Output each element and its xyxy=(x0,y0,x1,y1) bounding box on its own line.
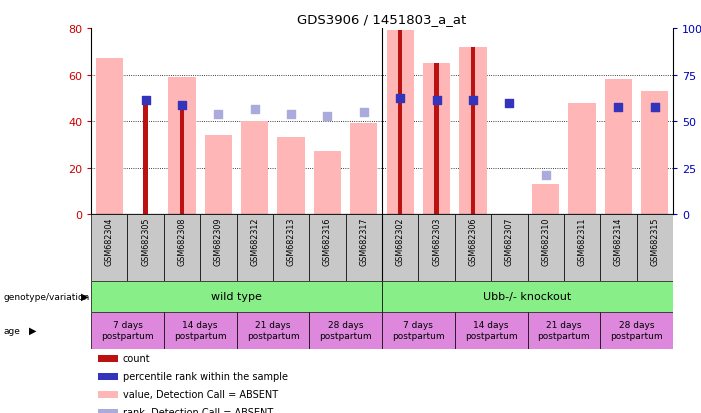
Bar xyxy=(346,215,382,281)
Text: GSM682311: GSM682311 xyxy=(578,217,587,265)
Text: GSM682306: GSM682306 xyxy=(468,217,477,265)
Text: GSM682314: GSM682314 xyxy=(614,217,623,265)
Text: 14 days
postpartum: 14 days postpartum xyxy=(174,321,226,340)
Point xyxy=(504,100,515,107)
Bar xyxy=(95,59,123,215)
Text: 21 days
postpartum: 21 days postpartum xyxy=(538,321,590,340)
Bar xyxy=(200,215,236,281)
Bar xyxy=(278,138,305,215)
Bar xyxy=(471,47,475,215)
Title: GDS3906 / 1451803_a_at: GDS3906 / 1451803_a_at xyxy=(297,13,467,26)
Text: GSM682309: GSM682309 xyxy=(214,217,223,265)
Point xyxy=(322,114,333,121)
Bar xyxy=(455,312,527,349)
Text: rank, Detection Call = ABSENT: rank, Detection Call = ABSENT xyxy=(123,407,273,413)
Point xyxy=(358,109,369,116)
Text: GSM682304: GSM682304 xyxy=(105,217,114,265)
Text: GSM682313: GSM682313 xyxy=(287,217,296,265)
Text: wild type: wild type xyxy=(211,291,262,301)
Bar xyxy=(91,281,382,312)
Bar xyxy=(241,122,268,215)
Bar xyxy=(98,408,118,413)
Bar xyxy=(309,312,382,349)
Text: percentile rank within the sample: percentile rank within the sample xyxy=(123,372,287,382)
Point xyxy=(249,107,260,114)
Bar xyxy=(350,124,378,215)
Bar xyxy=(527,215,564,281)
Point xyxy=(213,112,224,118)
Bar xyxy=(314,152,341,215)
Text: GSM682307: GSM682307 xyxy=(505,217,514,265)
Point xyxy=(649,104,660,111)
Bar xyxy=(382,281,673,312)
Text: GSM682302: GSM682302 xyxy=(396,217,404,265)
Bar xyxy=(386,31,414,215)
Bar xyxy=(398,31,402,215)
Bar xyxy=(605,80,632,215)
Bar xyxy=(382,215,418,281)
Text: 21 days
postpartum: 21 days postpartum xyxy=(247,321,299,340)
Bar xyxy=(128,215,164,281)
Point xyxy=(613,104,624,111)
Bar xyxy=(532,185,559,215)
Text: Ubb-/- knockout: Ubb-/- knockout xyxy=(484,291,571,301)
Bar xyxy=(273,215,309,281)
Bar xyxy=(236,215,273,281)
Text: GSM682316: GSM682316 xyxy=(323,217,332,265)
Point xyxy=(540,172,551,178)
Bar xyxy=(459,47,486,215)
Text: ▶: ▶ xyxy=(29,325,37,335)
Bar xyxy=(98,391,118,398)
Bar xyxy=(180,103,184,215)
Bar xyxy=(491,215,527,281)
Bar xyxy=(98,355,118,363)
Text: GSM682308: GSM682308 xyxy=(177,217,186,265)
Bar xyxy=(435,64,439,215)
Point xyxy=(468,97,479,104)
Text: ▶: ▶ xyxy=(81,291,88,301)
Text: GSM682312: GSM682312 xyxy=(250,217,259,265)
Bar xyxy=(164,312,236,349)
Bar xyxy=(168,78,196,215)
Bar xyxy=(527,312,600,349)
Point xyxy=(140,97,151,104)
Point xyxy=(649,104,660,111)
Bar xyxy=(91,215,128,281)
Text: genotype/variation: genotype/variation xyxy=(4,292,90,301)
Text: 14 days
postpartum: 14 days postpartum xyxy=(465,321,517,340)
Bar xyxy=(418,215,455,281)
Point xyxy=(177,102,188,109)
Bar xyxy=(205,136,232,215)
Text: 28 days
postpartum: 28 days postpartum xyxy=(320,321,372,340)
Bar xyxy=(309,215,346,281)
Text: 7 days
postpartum: 7 days postpartum xyxy=(392,321,444,340)
Text: 7 days
postpartum: 7 days postpartum xyxy=(101,321,154,340)
Text: count: count xyxy=(123,354,150,363)
Bar xyxy=(455,215,491,281)
Text: GSM682303: GSM682303 xyxy=(432,217,441,265)
Text: 28 days
postpartum: 28 days postpartum xyxy=(611,321,663,340)
Bar xyxy=(569,103,596,215)
Point xyxy=(431,97,442,104)
Text: GSM682305: GSM682305 xyxy=(141,217,150,265)
Bar xyxy=(600,312,673,349)
Bar xyxy=(144,101,148,215)
Bar xyxy=(641,92,669,215)
Text: GSM682315: GSM682315 xyxy=(651,217,659,265)
Point xyxy=(285,112,297,118)
Bar xyxy=(98,373,118,380)
Bar xyxy=(91,312,164,349)
Bar xyxy=(637,215,673,281)
Bar xyxy=(423,64,450,215)
Bar xyxy=(382,312,455,349)
Point xyxy=(395,95,406,102)
Text: value, Detection Call = ABSENT: value, Detection Call = ABSENT xyxy=(123,389,278,399)
Bar xyxy=(236,312,309,349)
Text: GSM682310: GSM682310 xyxy=(541,217,550,265)
Bar xyxy=(564,215,600,281)
Bar xyxy=(164,215,200,281)
Text: age: age xyxy=(4,326,20,335)
Bar xyxy=(600,215,637,281)
Text: GSM682317: GSM682317 xyxy=(360,217,368,265)
